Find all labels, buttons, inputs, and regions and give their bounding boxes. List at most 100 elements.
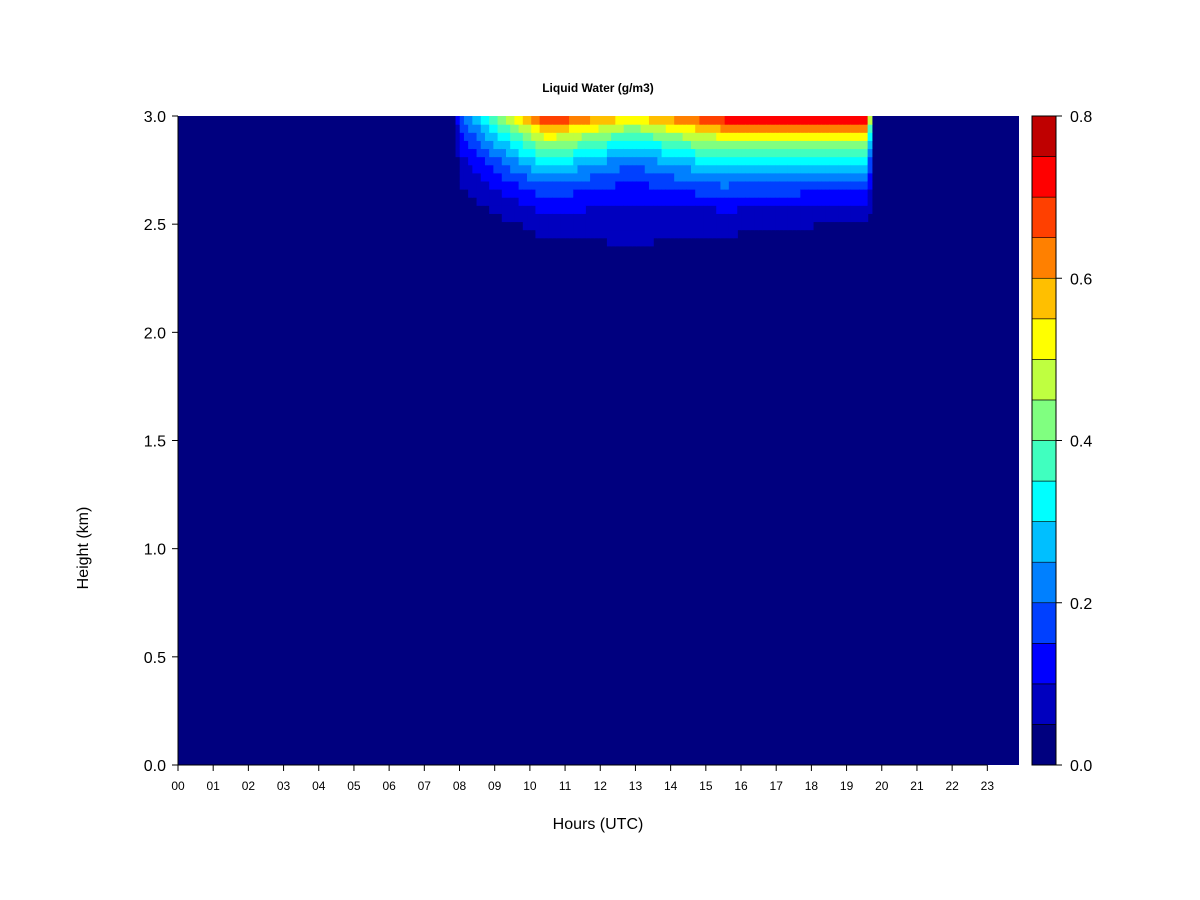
heatmap-cell — [640, 172, 646, 182]
heatmap-cell — [497, 180, 503, 190]
heatmap-cell — [644, 124, 650, 133]
heatmap-cell — [632, 148, 637, 158]
heatmap-cell — [838, 148, 843, 158]
heatmap-cell — [770, 213, 776, 223]
heatmap-cell — [855, 189, 860, 198]
heatmap-cell — [552, 132, 558, 141]
heatmap-cell — [817, 197, 822, 206]
heatmap-cell — [518, 172, 524, 182]
heatmap-cell — [560, 140, 566, 150]
heatmap-cell — [686, 221, 692, 231]
heatmap-cell — [640, 132, 646, 141]
heatmap-cell — [606, 172, 612, 182]
heatmap-cell — [758, 132, 764, 141]
heatmap-cell — [531, 124, 537, 133]
heatmap-cell — [661, 172, 667, 182]
heatmap-cell — [653, 180, 658, 190]
heatmap-cell — [842, 189, 848, 198]
heatmap-cell — [556, 221, 562, 231]
heatmap-cell — [825, 189, 831, 198]
heatmap-cell — [468, 172, 473, 182]
heatmap-cell — [728, 132, 734, 141]
heatmap-cell — [838, 116, 843, 125]
heatmap-cell — [859, 164, 865, 174]
heatmap-cell — [455, 132, 461, 141]
heatmap-cell — [632, 213, 637, 223]
heatmap-cell — [850, 148, 856, 158]
heatmap-cell — [787, 205, 793, 214]
heatmap-cell — [796, 180, 801, 190]
heatmap-cell — [548, 197, 553, 206]
heatmap-cell — [707, 156, 713, 166]
heatmap-cell — [497, 197, 503, 206]
heatmap-cell — [564, 148, 570, 158]
heatmap-cell — [728, 164, 734, 174]
heatmap-cell — [833, 213, 839, 223]
heatmap-cell — [619, 205, 625, 214]
heatmap-cell — [716, 164, 722, 174]
heatmap-cell — [754, 156, 759, 166]
heatmap-cell — [493, 116, 499, 125]
heatmap-cell — [493, 148, 499, 158]
heatmap-cell — [661, 180, 667, 190]
heatmap-cell — [707, 205, 713, 214]
heatmap-cell — [611, 156, 616, 166]
heatmap-cell — [489, 189, 494, 198]
colorbar-tick-label: 0.4 — [1070, 434, 1092, 451]
heatmap-cell — [686, 132, 692, 141]
heatmap-cell — [459, 116, 465, 125]
heatmap-cell — [855, 197, 860, 206]
heatmap-cell — [585, 172, 591, 182]
heatmap-cell — [627, 172, 633, 182]
heatmap-cell — [762, 156, 768, 166]
heatmap-cell — [653, 156, 658, 166]
heatmap-cell — [640, 237, 646, 247]
heatmap-cell — [560, 172, 566, 182]
heatmap-cell — [514, 124, 520, 133]
x-tick-label: 14 — [664, 779, 678, 793]
heatmap-cell — [497, 124, 503, 133]
heatmap-cell — [770, 221, 776, 231]
x-tick-label: 19 — [840, 779, 854, 793]
heatmap-cell — [518, 116, 524, 125]
heatmap-cell — [527, 189, 532, 198]
heatmap-cell — [510, 172, 515, 182]
heatmap-cell — [863, 156, 869, 166]
heatmap-cell — [829, 116, 835, 125]
heatmap-cell — [560, 116, 566, 125]
heatmap-cell — [812, 189, 818, 198]
heatmap-cell — [707, 116, 713, 125]
colorbar-band — [1031, 521, 1057, 563]
heatmap-cell — [678, 156, 684, 166]
heatmap-cell — [682, 172, 688, 182]
heatmap-cell — [728, 124, 734, 133]
heatmap-cell — [640, 221, 646, 231]
heatmap-cell — [548, 140, 553, 150]
heatmap-cell — [720, 221, 726, 231]
heatmap-cell — [796, 156, 801, 166]
heatmap-cell — [581, 172, 587, 182]
heatmap-cell — [783, 116, 789, 125]
heatmap-cell — [678, 189, 684, 198]
colorbar-band — [1031, 156, 1057, 198]
heatmap-cell — [808, 132, 814, 141]
heatmap-cell — [821, 205, 827, 214]
heatmap-cell — [594, 197, 600, 206]
heatmap-cell — [678, 213, 684, 223]
heatmap-cell — [703, 180, 709, 190]
heatmap-cell — [480, 132, 486, 141]
heatmap-cell — [531, 132, 537, 141]
heatmap-cell — [703, 229, 709, 239]
heatmap-cell — [741, 148, 747, 158]
heatmap-cell — [833, 116, 839, 125]
heatmap-cell — [669, 140, 675, 150]
heatmap-cell — [518, 213, 524, 223]
heatmap-cell — [636, 172, 642, 182]
heatmap-cell — [741, 124, 747, 133]
colorbar-tick-label: 0.2 — [1070, 596, 1092, 613]
heatmap-cell — [539, 172, 545, 182]
heatmap-cell — [749, 132, 755, 141]
heatmap-cell — [573, 132, 579, 141]
heatmap-cell — [838, 205, 843, 214]
heatmap-cell — [581, 189, 587, 198]
